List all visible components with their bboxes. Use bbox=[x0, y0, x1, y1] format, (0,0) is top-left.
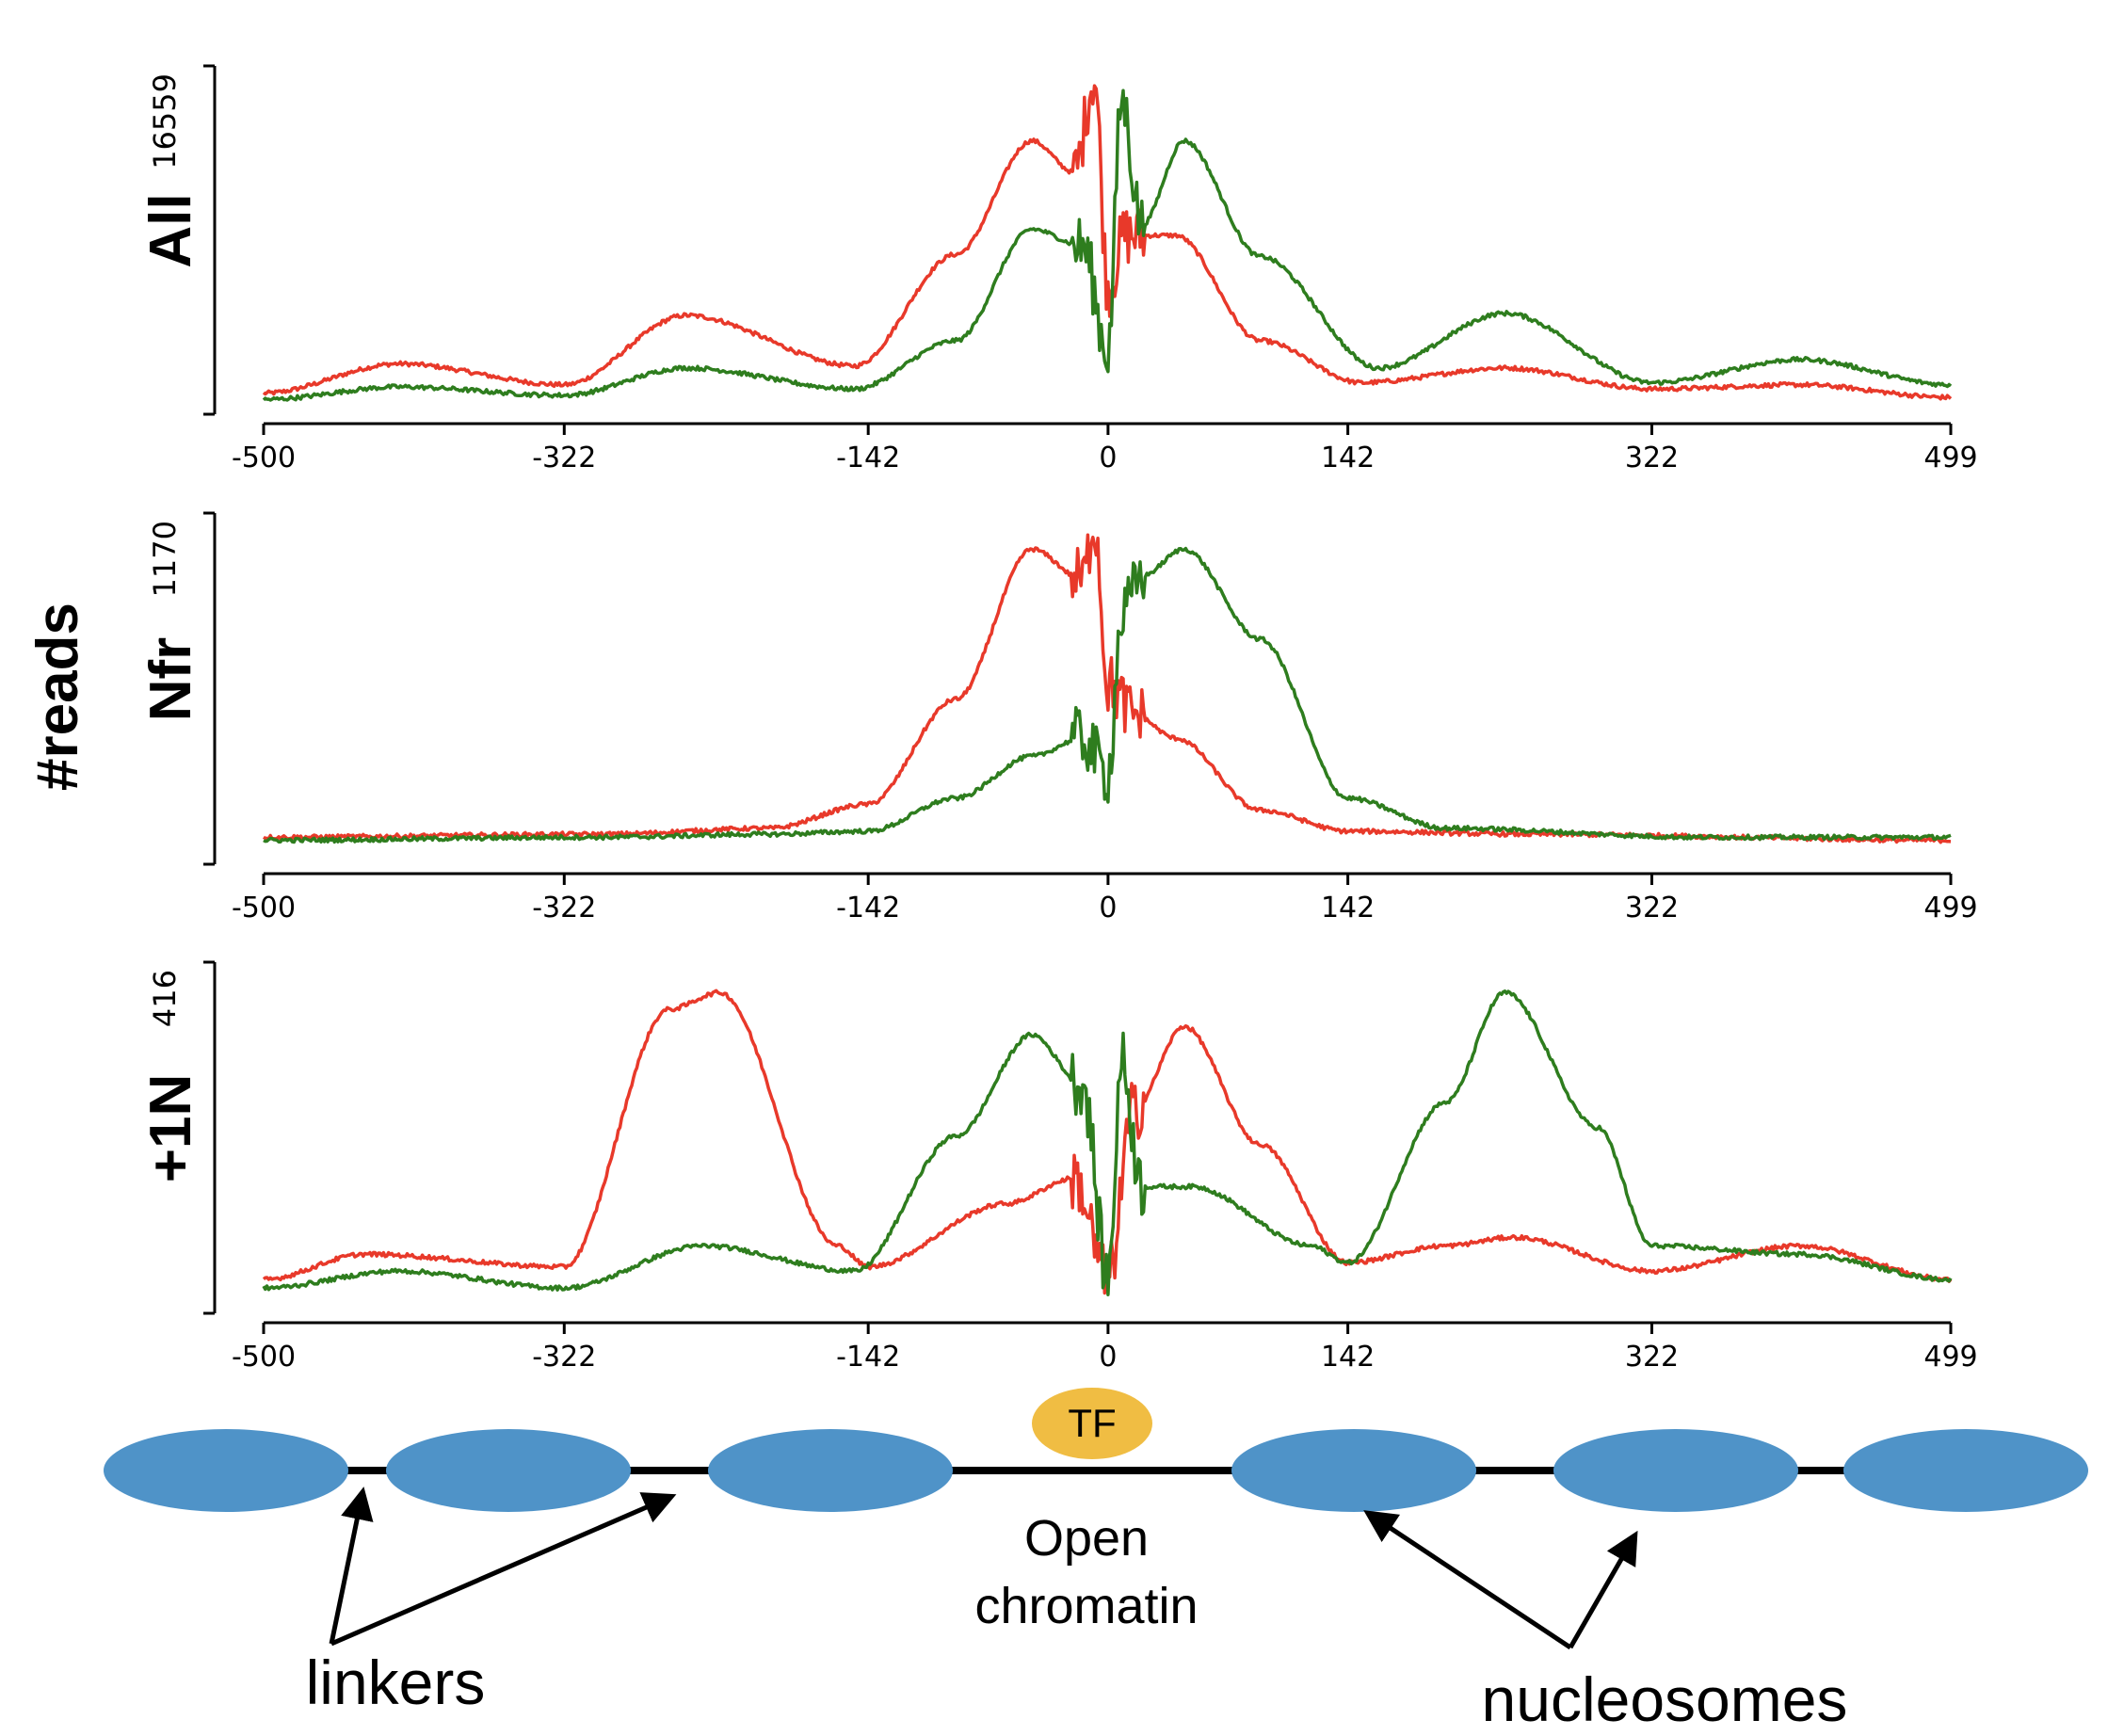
x-tick-label: 499 bbox=[1923, 892, 1977, 924]
panel-1: 16559 All -500 -322 -142 0 142 322 499 bbox=[138, 64, 1978, 474]
y-max-label: 1170 bbox=[147, 521, 183, 597]
panel-3: 416 +1N -500 -322 -142 0 142 322 499 bbox=[138, 960, 1978, 1374]
nucleosomes-label: nucleosomes bbox=[1482, 1664, 1848, 1734]
open-chromatin-label-line2: chromatin bbox=[974, 1578, 1198, 1634]
x-tick-label: -322 bbox=[532, 1341, 596, 1374]
nucleosome bbox=[1843, 1429, 2088, 1512]
series-line-1 bbox=[262, 84, 1953, 401]
x-tick-label: 322 bbox=[1625, 442, 1679, 474]
nucleosome bbox=[1553, 1429, 1798, 1512]
y-max-label: 16559 bbox=[147, 73, 183, 169]
series-line-2 bbox=[262, 989, 1953, 1296]
nucleosome bbox=[104, 1429, 348, 1512]
x-tick-label: -322 bbox=[532, 442, 596, 474]
x-tick-label: 0 bbox=[1099, 892, 1117, 924]
panel-label: Nfr bbox=[138, 637, 203, 722]
x-tick-label: -500 bbox=[232, 892, 296, 924]
y-max-label: 416 bbox=[147, 970, 183, 1027]
panel-label: All bbox=[138, 193, 203, 267]
x-tick-label: 499 bbox=[1923, 442, 1977, 474]
chromatin-cartoon: TF Open chromatin linkers nucleosomes bbox=[104, 1388, 2088, 1734]
series-line-2 bbox=[262, 88, 1953, 402]
x-tick-label: -142 bbox=[836, 892, 900, 924]
open-chromatin-label-line1: Open bbox=[1024, 1510, 1149, 1567]
nucleosome-arrow bbox=[1363, 1510, 1572, 1650]
x-tick-label: 142 bbox=[1321, 892, 1375, 924]
x-tick-label: 142 bbox=[1321, 1341, 1375, 1374]
x-tick-label: 499 bbox=[1923, 1341, 1977, 1374]
linker-arrow bbox=[330, 1492, 677, 1647]
shared-ylabel: #reads bbox=[25, 603, 90, 791]
x-tick-label: 0 bbox=[1099, 442, 1117, 474]
series-line-2 bbox=[263, 546, 1952, 844]
nucleosome bbox=[386, 1429, 631, 1512]
panel-label: +1N bbox=[138, 1074, 203, 1182]
x-tick-label: 142 bbox=[1321, 442, 1375, 474]
x-tick-label: -500 bbox=[232, 1341, 296, 1374]
linker-arrow bbox=[329, 1487, 374, 1645]
x-tick-label: -500 bbox=[232, 442, 296, 474]
x-tick-label: 322 bbox=[1625, 1341, 1679, 1374]
x-tick-label: 322 bbox=[1625, 892, 1679, 924]
x-tick-label: -322 bbox=[532, 892, 596, 924]
x-tick-label: -142 bbox=[836, 1341, 900, 1374]
nucleosome-arrow bbox=[1568, 1530, 1638, 1649]
tf-protein bbox=[1032, 1388, 1152, 1459]
tf-label: TF bbox=[1068, 1401, 1116, 1445]
linkers-label: linkers bbox=[306, 1648, 486, 1717]
panel-2: 1170 Nfr -500 -322 -142 0 142 322 499 bbox=[138, 511, 1978, 924]
nucleosome bbox=[1231, 1429, 1476, 1512]
nucleosome bbox=[708, 1429, 953, 1512]
panels: 16559 All -500 -322 -142 0 142 322 499 1170 Nfr -50… bbox=[138, 64, 1978, 1374]
x-tick-label: 0 bbox=[1099, 1341, 1117, 1374]
x-tick-label: -142 bbox=[836, 442, 900, 474]
